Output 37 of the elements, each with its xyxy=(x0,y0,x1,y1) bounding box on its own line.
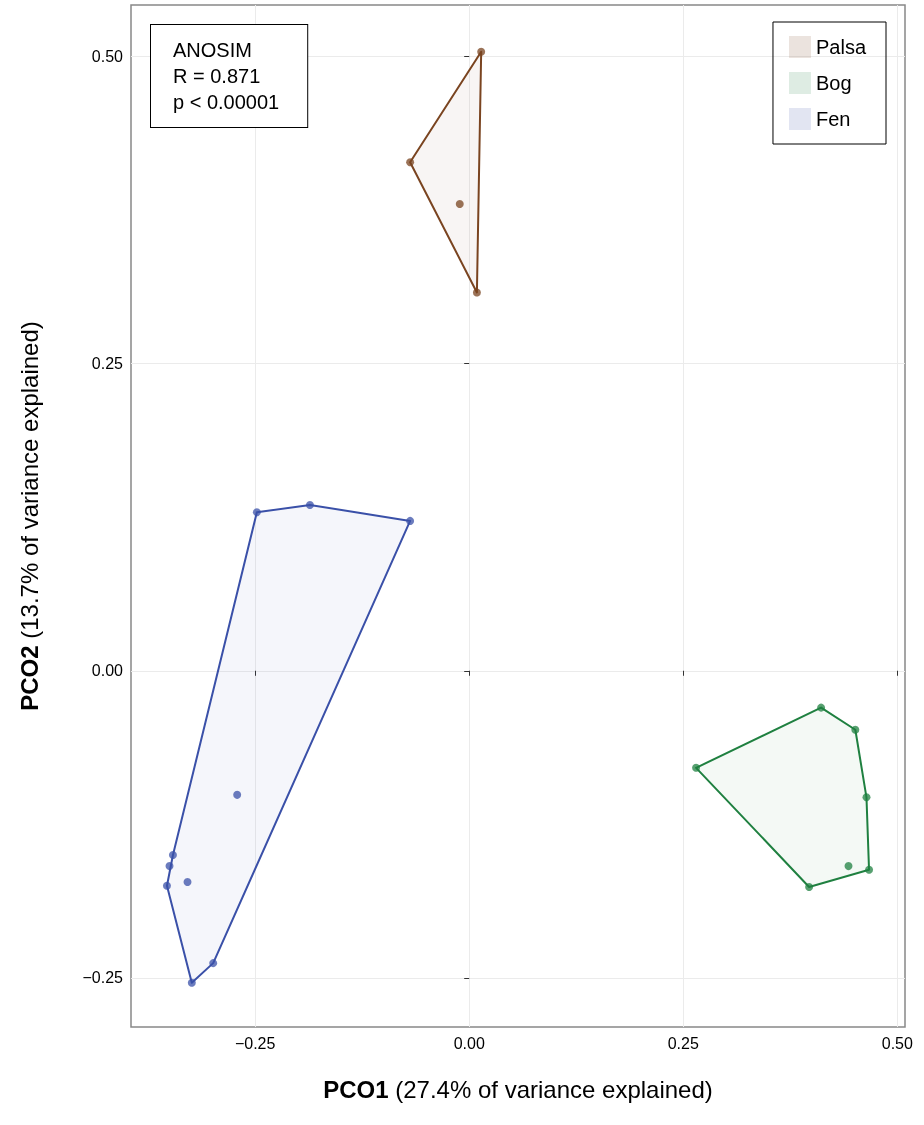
point xyxy=(844,862,853,871)
point xyxy=(455,200,464,208)
point xyxy=(406,158,415,167)
point xyxy=(305,500,314,509)
annotation: p < 0.00001 xyxy=(173,91,280,113)
legend-label: Bog xyxy=(815,72,852,94)
point xyxy=(692,763,701,772)
x-axis-title: PCO1 (27.4% of variance explained) xyxy=(323,1075,713,1103)
point xyxy=(233,790,242,799)
x-tick-label: 0.50 xyxy=(881,1034,913,1052)
point xyxy=(406,516,415,525)
y-tick-label: 0.50 xyxy=(91,48,124,66)
point xyxy=(165,862,174,871)
x-tick-label: −0.25 xyxy=(234,1034,276,1052)
point xyxy=(862,793,871,802)
point xyxy=(805,882,814,891)
point xyxy=(851,725,860,734)
y-axis-title: PCO2 (13.7% of variance explained) xyxy=(15,321,43,711)
point xyxy=(477,47,486,56)
point xyxy=(162,881,171,890)
legend-label: Palsa xyxy=(815,36,867,58)
point xyxy=(865,865,874,874)
point xyxy=(187,978,196,987)
x-tick-label: 0.25 xyxy=(667,1034,699,1052)
point xyxy=(472,288,481,297)
point xyxy=(252,508,261,517)
annotation: R = 0.871 xyxy=(173,65,261,87)
point xyxy=(209,959,218,968)
point xyxy=(817,703,826,712)
annotation: ANOSIM xyxy=(173,39,252,61)
y-tick-label: 0.25 xyxy=(91,355,124,373)
x-tick-label: 0.00 xyxy=(453,1034,485,1052)
y-tick-label: −0.25 xyxy=(82,969,124,987)
point xyxy=(168,851,177,860)
legend-label: Fen xyxy=(815,108,851,130)
point xyxy=(183,878,192,887)
y-tick-label: 0.00 xyxy=(91,662,124,680)
